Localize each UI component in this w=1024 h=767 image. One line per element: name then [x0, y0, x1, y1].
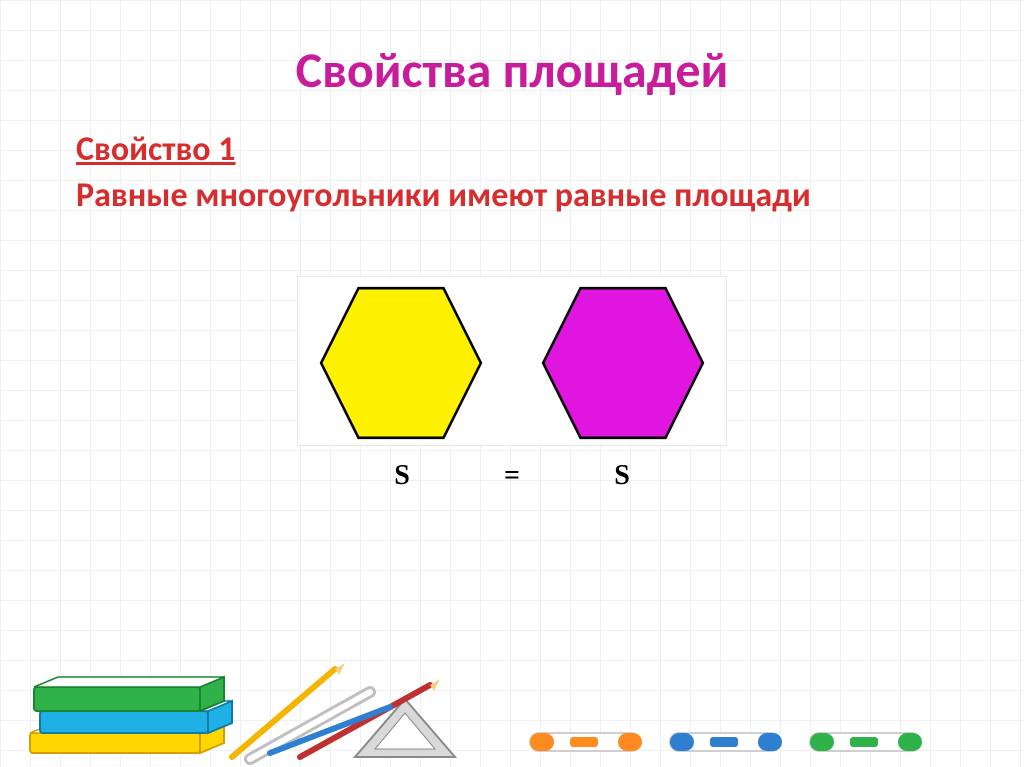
hexagon-magenta	[538, 283, 708, 443]
marker-green	[810, 733, 922, 751]
hexagon-row	[297, 276, 727, 446]
marker-orange	[530, 733, 642, 751]
label-s-right: S	[552, 460, 692, 492]
school-supplies-decoration	[0, 637, 1024, 767]
page-title: Свойства площадей	[70, 40, 954, 101]
hexagon-figure: S = S	[297, 276, 727, 492]
property-heading: Свойство 1	[70, 129, 954, 170]
marker-blue	[670, 733, 782, 751]
label-s-left: S	[332, 460, 472, 492]
slide-content: Свойства площадей Свойство 1 Равные мног…	[0, 0, 1024, 492]
equation-row: S = S	[297, 460, 727, 492]
property-description: Равные многоугольники имеют равные площа…	[70, 176, 954, 216]
hexagon-yellow	[316, 283, 486, 443]
ruler-triangle	[232, 663, 455, 759]
label-equals: =	[472, 460, 552, 492]
books-stack	[30, 677, 232, 753]
